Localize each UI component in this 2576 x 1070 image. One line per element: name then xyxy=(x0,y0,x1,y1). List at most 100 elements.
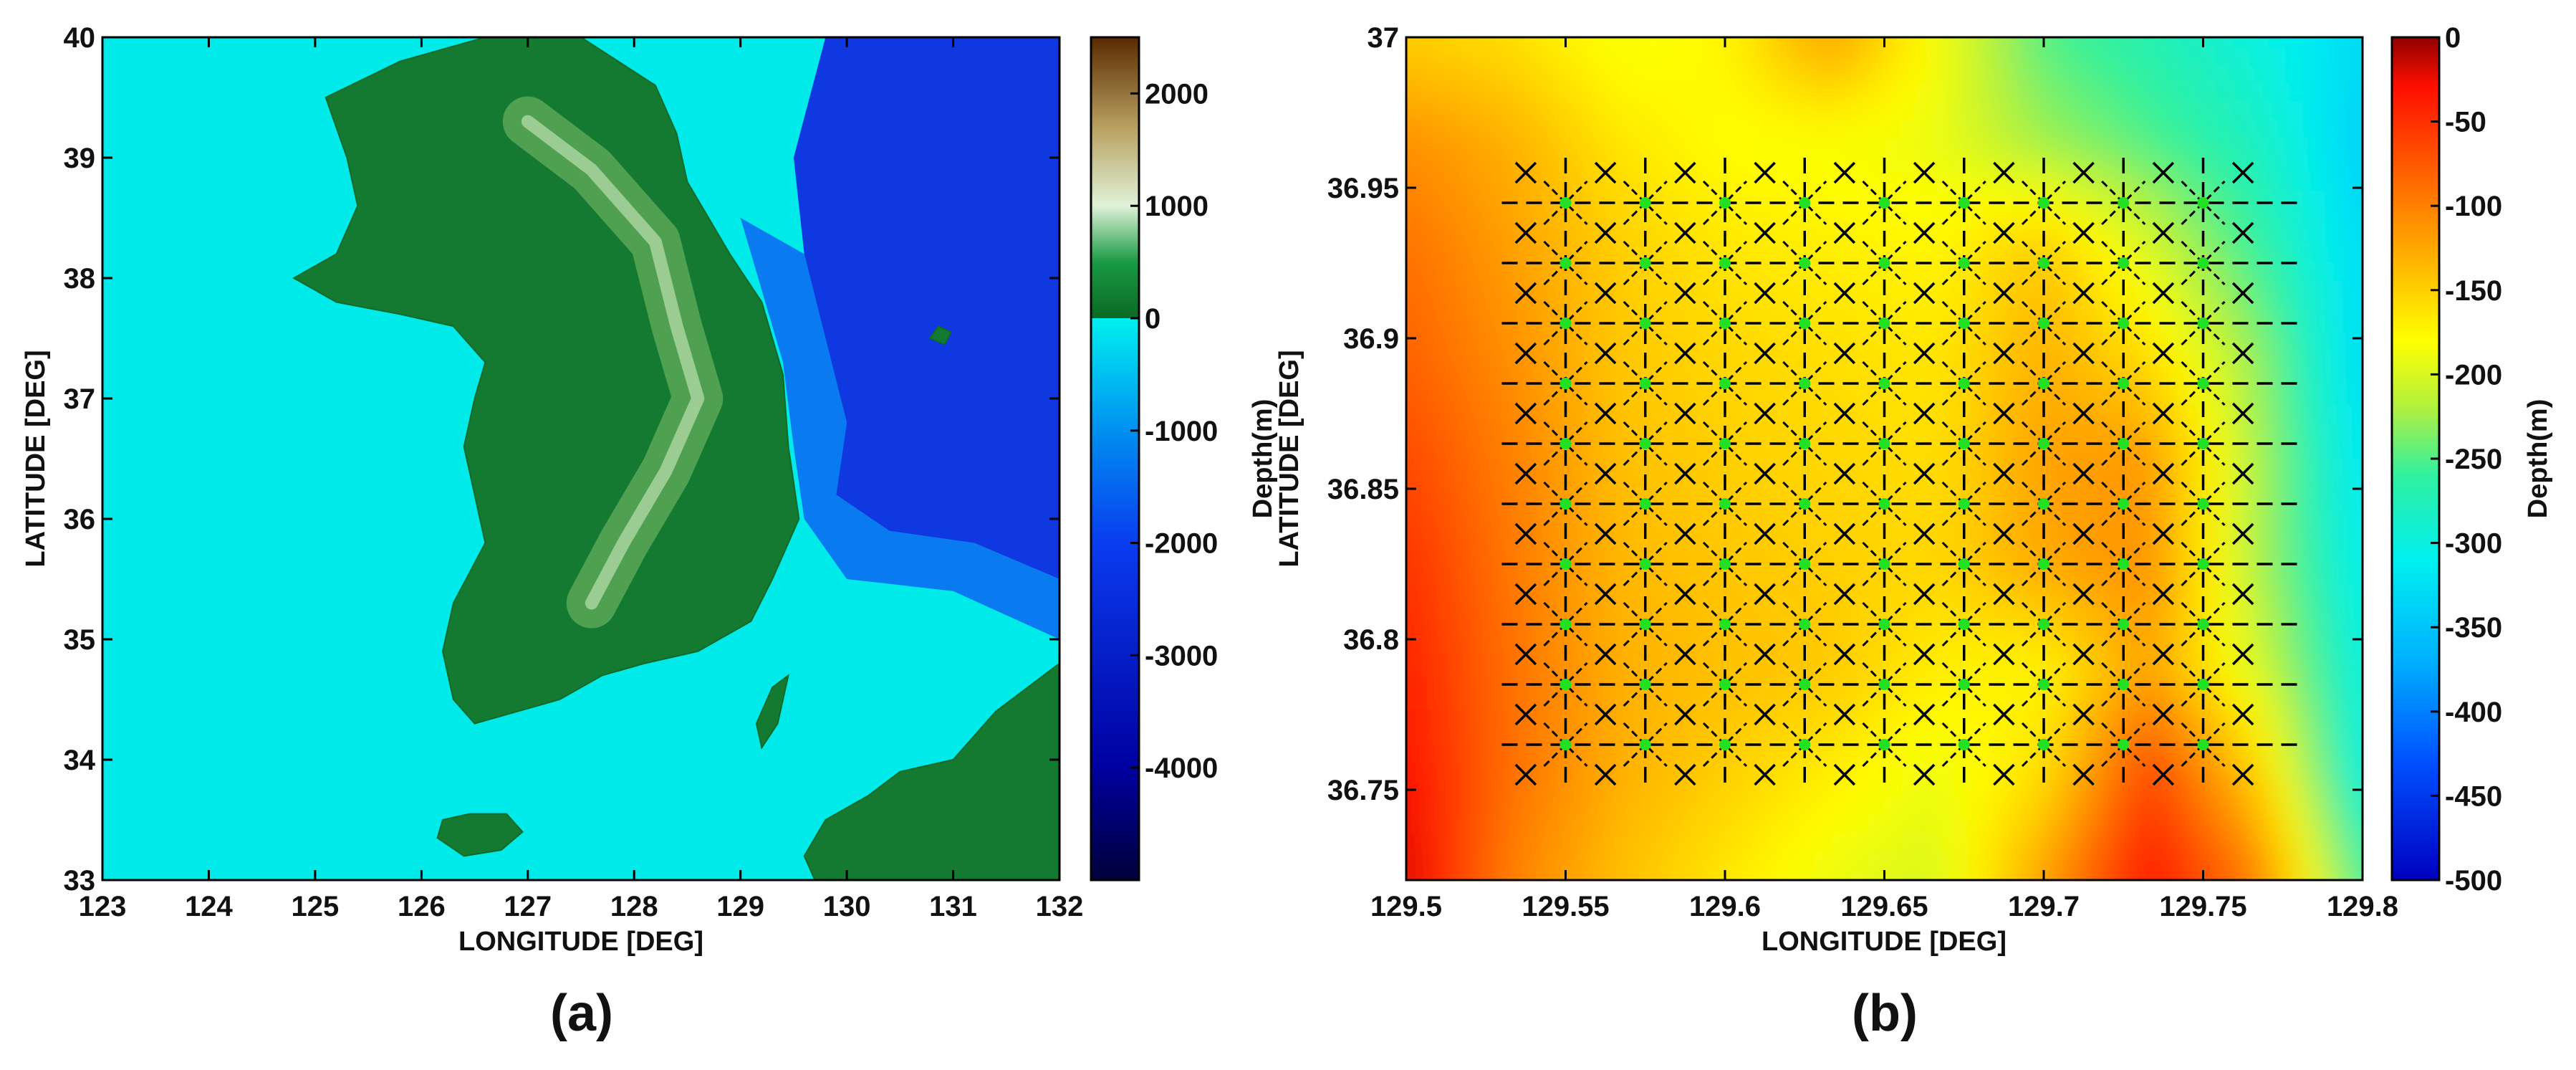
map-b-depth-cell xyxy=(2058,601,2077,621)
map-b-depth-cell xyxy=(2075,262,2094,281)
map-b-depth-cell xyxy=(1832,816,1851,835)
map-b-depth-cell xyxy=(1450,565,1469,585)
map-b-depth-cell xyxy=(2301,226,2320,245)
map-b-cross-mark xyxy=(1754,161,1776,184)
map-b-depth-cell xyxy=(1380,816,1398,835)
map-b-depth-cell xyxy=(2231,565,2250,585)
map-b-depth-cell xyxy=(1936,191,1955,210)
map-b-depth-cell xyxy=(1884,530,1903,549)
map-b-depth-cell xyxy=(1484,83,1504,102)
map-b-depth-cell xyxy=(1971,0,1989,13)
map-b-depth-cell xyxy=(2284,601,2302,621)
map-b-depth-cell xyxy=(2267,762,2285,781)
map-b-depth-cell xyxy=(1867,12,1885,31)
map-b-cross-mark xyxy=(1514,703,1537,726)
map-b-depth-cell xyxy=(2006,601,2024,621)
map-b-depth-cell xyxy=(1780,869,1799,880)
map-b-node-spoke xyxy=(2181,481,2226,527)
map-b-cross-mark xyxy=(1754,221,1776,244)
map-b-node-spoke xyxy=(2181,300,2226,346)
map-b-depth-cell xyxy=(2058,37,2077,49)
map-b-depth-cell xyxy=(1406,101,1416,120)
map-b-depth-cell xyxy=(2318,173,2337,192)
map-b-depth-cell xyxy=(1676,315,1694,335)
map-b-depth-cell xyxy=(2353,583,2363,603)
map-b-depth-cell xyxy=(1450,209,1469,227)
map-b-plot-area xyxy=(1380,0,2406,880)
map-b-depth-cell xyxy=(1537,262,1555,281)
map-b-depth-cell xyxy=(2214,691,2233,710)
map-b-node-spoke xyxy=(2181,421,2226,467)
map-b-colorbar-tick-label: -450 xyxy=(2445,780,2502,812)
map-b-depth-cell xyxy=(1450,137,1469,156)
map-b-depth-cell xyxy=(2336,780,2355,799)
map-b-depth-cell xyxy=(1467,280,1486,299)
map-b-depth-cell xyxy=(2006,851,2024,871)
map-b-depth-cell xyxy=(2284,423,2302,442)
map-b-depth-cell xyxy=(1989,262,2007,281)
map-b-depth-cell xyxy=(1467,191,1486,210)
map-b-depth-cell xyxy=(1641,583,1660,603)
map-b-depth-cell xyxy=(1415,47,1434,67)
map-b-depth-cell xyxy=(2267,423,2285,442)
map-b-depth-cell xyxy=(1484,297,1504,317)
map-b-depth-cell xyxy=(1433,191,1451,210)
map-b-depth-cell xyxy=(1519,459,1538,477)
map-b-depth-cell xyxy=(2249,137,2268,156)
map-b-node-spoke xyxy=(1862,180,1907,226)
map-b-depth-cell xyxy=(1919,423,1938,442)
map-b-depth-cell xyxy=(2110,655,2129,674)
map-b-depth-cell xyxy=(1537,119,1555,138)
map-b-node-spoke xyxy=(1543,360,1588,406)
map-b-depth-cell xyxy=(2058,744,2077,763)
map-b-depth-cell xyxy=(1467,137,1486,156)
map-b-depth-cell xyxy=(1815,155,1833,174)
map-b-depth-cell xyxy=(2197,47,2216,67)
map-b-depth-cell xyxy=(1919,369,1938,388)
map-b-depth-cell xyxy=(1606,47,1625,67)
map-b-depth-cell xyxy=(1641,65,1660,85)
map-b-depth-cell xyxy=(2128,191,2146,210)
map-b-depth-cell xyxy=(2318,512,2337,531)
map-b-depth-cell xyxy=(1502,137,1521,156)
map-b-depth-cell xyxy=(2301,297,2320,317)
map-b-depth-cell xyxy=(2023,691,2042,710)
map-b-depth-cell xyxy=(1884,387,1903,406)
map-b-depth-cell xyxy=(2388,0,2406,13)
map-b-depth-cell xyxy=(1832,244,1851,263)
map-b-depth-cell xyxy=(2214,65,2233,85)
map-b-node-spoke xyxy=(1862,661,1907,707)
map-b-depth-cell xyxy=(2318,387,2337,406)
map-b-cross-mark xyxy=(1674,643,1696,666)
map-b-depth-cell xyxy=(1693,297,1712,317)
map-b-cross-mark xyxy=(1833,161,1856,184)
map-b-depth-cell xyxy=(2110,119,2129,138)
map-b-depth-cell xyxy=(1519,619,1538,639)
map-b-depth-cell xyxy=(2179,673,2198,692)
map-b-depth-cell xyxy=(1484,137,1504,156)
map-b-depth-cell xyxy=(2058,423,2077,442)
map-b-depth-cell xyxy=(1780,0,1798,13)
map-b-depth-cell xyxy=(1867,47,1885,67)
map-b-depth-cell xyxy=(1641,173,1660,192)
map-b-depth-cell xyxy=(1815,12,1833,31)
map-b-depth-cell xyxy=(1589,226,1607,245)
map-b-depth-cell xyxy=(2058,780,2077,799)
map-b-cross-mark xyxy=(1674,763,1696,786)
map-b-depth-cell xyxy=(1728,816,1746,835)
map-b-depth-cell xyxy=(1815,744,1833,763)
map-b-depth-cell xyxy=(2301,851,2320,871)
map-b-node-spoke xyxy=(2101,360,2146,406)
map-b-grid-node xyxy=(1639,257,1651,269)
map-b-node-spoke xyxy=(1941,360,1986,406)
map-b-depth-cell xyxy=(2371,173,2389,191)
map-b-depth-cell xyxy=(2128,637,2146,656)
map-b-depth-cell xyxy=(2179,565,2198,585)
map-b-depth-cell xyxy=(2318,101,2337,120)
map-b-depth-cell xyxy=(1745,780,1764,799)
map-b-depth-cell xyxy=(1554,119,1573,138)
map-b-depth-cell xyxy=(2371,459,2389,477)
map-b-depth-cell xyxy=(2110,137,2129,156)
map-b-depth-cell xyxy=(2214,405,2233,424)
map-b-depth-cell xyxy=(2058,816,2077,835)
